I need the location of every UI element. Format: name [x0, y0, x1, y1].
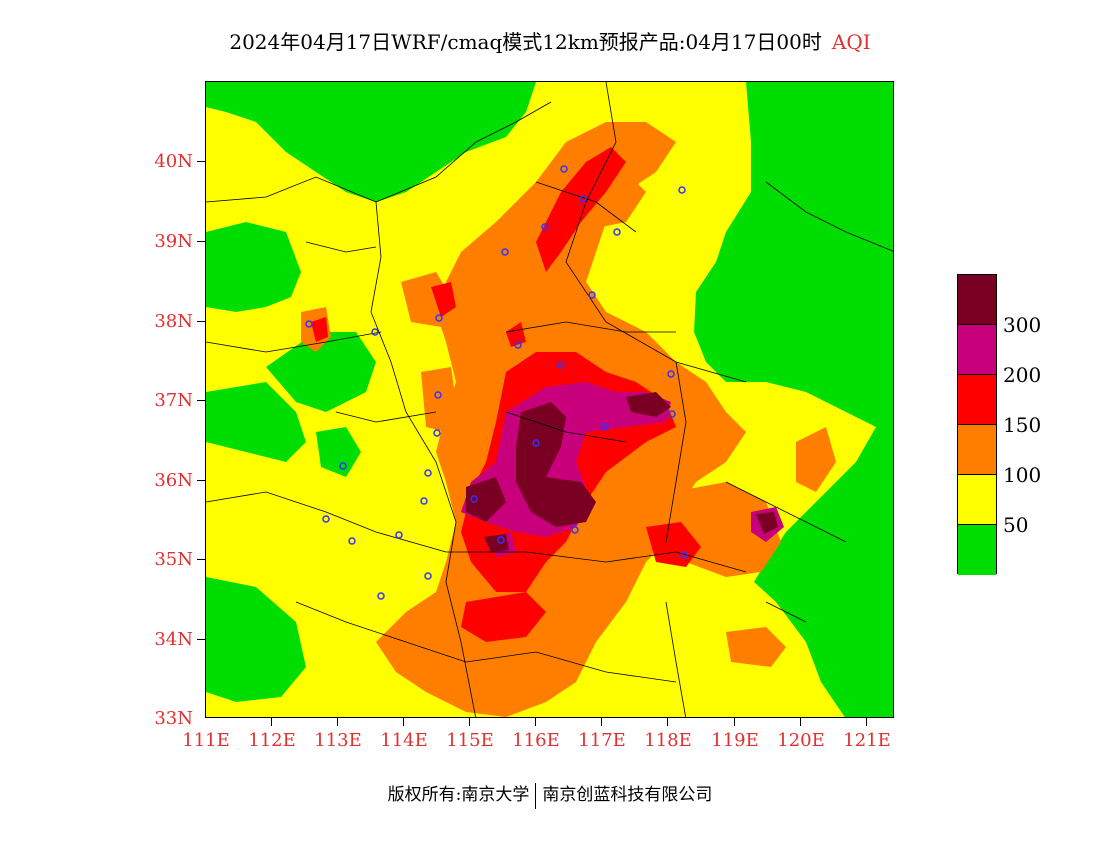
lon-tick — [667, 718, 668, 726]
lon-tick — [403, 718, 404, 726]
lon-tick — [337, 718, 338, 726]
lon-label-113e: 113E — [314, 730, 362, 751]
lon-tick — [601, 718, 602, 726]
legend-swatch-hazardous — [958, 275, 996, 325]
lon-label-115e: 115E — [446, 730, 494, 751]
footer-separator — [535, 782, 537, 809]
lat-tick — [197, 241, 205, 242]
lat-label-34n: 34N — [154, 629, 193, 650]
legend-swatch-good — [958, 525, 996, 575]
aqi-legend-colorbar — [957, 274, 997, 575]
legend-label-300: 300 — [1003, 313, 1042, 337]
boundary-lines — [206, 82, 893, 717]
aqi-good-areas — [206, 82, 893, 717]
lon-label-120e: 120E — [777, 730, 825, 751]
legend-swatch-usg — [958, 425, 996, 475]
lat-tick — [197, 321, 205, 322]
aqi-forecast-map — [205, 81, 894, 718]
legend-swatch-very-unhealthy — [958, 325, 996, 375]
lon-tick — [866, 718, 867, 726]
legend-label-100: 100 — [1003, 463, 1042, 487]
lat-tick — [197, 161, 205, 162]
legend-label-200: 200 — [1003, 363, 1042, 387]
copyright-text: 版权所有:南京大学 — [387, 785, 530, 805]
lon-label-118e: 118E — [644, 730, 692, 751]
legend-swatch-moderate — [958, 475, 996, 525]
copyright-footer: 版权所有:南京大学 南京创蓝科技有限公司 — [0, 780, 1100, 809]
legend-swatch-unhealthy — [958, 375, 996, 425]
title-variable: AQI — [831, 30, 871, 54]
lat-label-37n: 37N — [154, 390, 193, 411]
lon-label-117e: 117E — [578, 730, 626, 751]
lon-label-121e: 121E — [843, 730, 891, 751]
lon-label-112e: 112E — [248, 730, 296, 751]
lon-label-119e: 119E — [711, 730, 759, 751]
lon-tick — [734, 718, 735, 726]
lat-tick — [197, 639, 205, 640]
lon-label-114e: 114E — [380, 730, 428, 751]
lon-tick — [469, 718, 470, 726]
legend-label-50: 50 — [1003, 513, 1029, 537]
legend-label-150: 150 — [1003, 413, 1042, 437]
aqi-hazardous-areas — [466, 392, 778, 552]
lon-tick — [535, 718, 536, 726]
map-title: 2024年04月17日WRF/cmaq模式12km预报产品:04月17日00时 A… — [0, 26, 1100, 55]
lon-tick — [271, 718, 272, 726]
lat-tick — [197, 480, 205, 481]
lat-label-35n: 35N — [154, 549, 193, 570]
lat-label-33n: 33N — [154, 708, 193, 729]
title-main: 2024年04月17日WRF/cmaq模式12km预报产品:04月17日00时 — [229, 30, 822, 54]
aqi-map-svg — [206, 82, 893, 717]
lat-tick — [197, 400, 205, 401]
lat-label-36n: 36N — [154, 470, 193, 491]
lat-label-39n: 39N — [154, 231, 193, 252]
lat-label-40n: 40N — [154, 151, 193, 172]
lon-label-116e: 116E — [512, 730, 560, 751]
station-markers — [305, 165, 688, 600]
lon-label-111e: 111E — [182, 730, 230, 751]
lat-label-38n: 38N — [154, 311, 193, 332]
company-text: 南京创蓝科技有限公司 — [542, 785, 713, 805]
lon-tick — [800, 718, 801, 726]
lat-tick — [197, 559, 205, 560]
